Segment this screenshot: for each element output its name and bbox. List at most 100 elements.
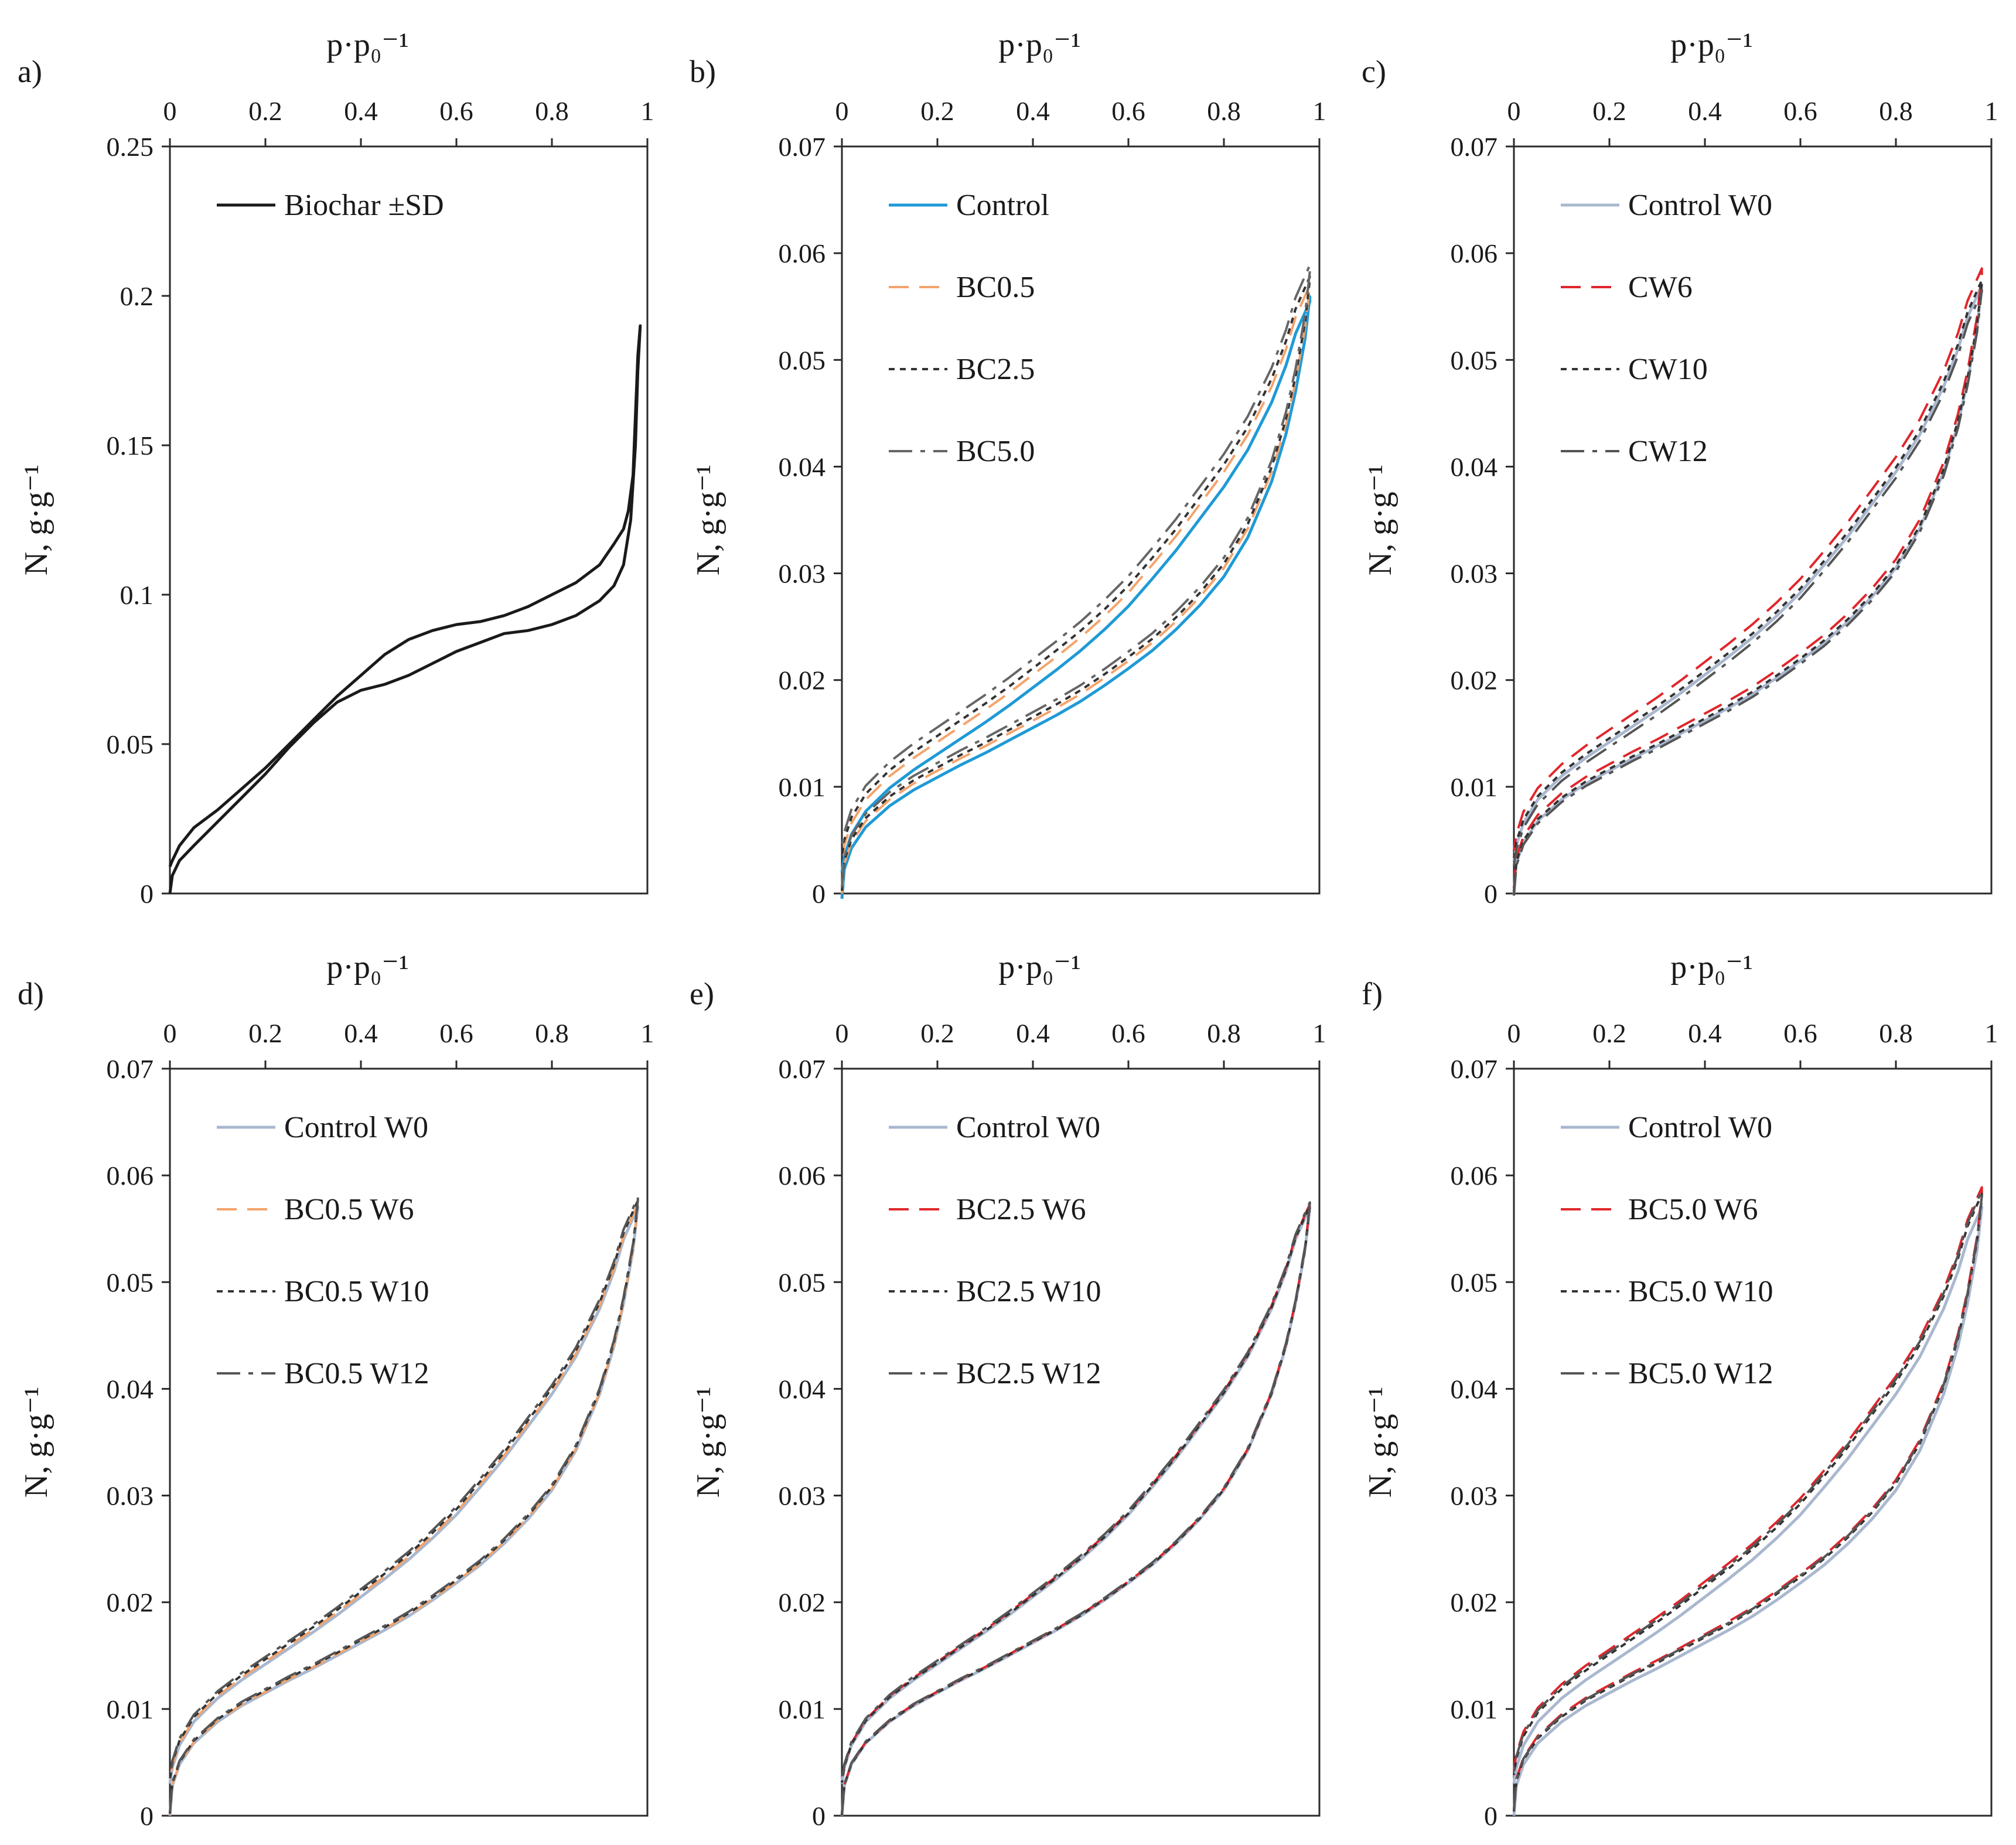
- y-tick-label: 0.04: [1451, 452, 1498, 482]
- x-axis-title: p·p₀⁻¹: [998, 949, 1081, 985]
- plot-frame: [841, 145, 1321, 895]
- legend-label: CW6: [1628, 271, 1693, 304]
- panel-f-chart: f) p·p₀⁻¹ N, g·g⁻¹ 0 0.2 0.4 0.6 0.8 1 0 0.01 0.02 0…: [1362, 949, 1998, 1831]
- x-tick-label: 1: [1313, 1018, 1326, 1048]
- series-line-biochar-sd: [168, 324, 642, 894]
- y-tick-label: 0.03: [1451, 1481, 1498, 1511]
- x-tick-label: 0.2: [920, 96, 954, 126]
- y-tick-label: 0.06: [779, 238, 826, 268]
- panel-c-chart: c) p·p₀⁻¹ N, g·g⁻¹ 0 0.2 0.4 0.6 0.8 1 0 0.01 0.02 0…: [1362, 27, 1998, 909]
- x-tick-label: 0.4: [344, 96, 378, 126]
- plot-frame: [841, 1068, 1321, 1817]
- series-line-bc0-5-w12: [169, 1196, 639, 1813]
- y-tick-label: 0: [140, 879, 153, 909]
- y-tick-label: 0.02: [779, 666, 826, 695]
- y-tick-label: 0.2: [120, 281, 154, 311]
- legend-label: BC5.0: [956, 435, 1035, 468]
- series-line-bc0-5: [841, 284, 1311, 894]
- y-tick-label: 0.04: [107, 1374, 154, 1404]
- plot-frame: [1513, 145, 1993, 895]
- legend-label: BC0.5 W10: [284, 1275, 429, 1308]
- x-tick-label: 0: [1507, 1018, 1521, 1048]
- y-tick-label: 0.07: [779, 1054, 826, 1084]
- panel-e-chart: e) p·p₀⁻¹ N, g·g⁻¹ 0 0.2 0.4 0.6 0.8 1 0 0.01 0.02 0…: [690, 949, 1326, 1831]
- y-tick-label: 0.1: [120, 580, 154, 610]
- x-tick-label: 0.4: [344, 1018, 378, 1048]
- x-tick-label: 0.8: [1207, 1018, 1241, 1048]
- legend-label: BC2.5 W12: [956, 1357, 1101, 1390]
- y-tick-label: 0.05: [107, 1267, 154, 1297]
- y-tick-label: 0.03: [1451, 559, 1498, 589]
- x-tick-label: 0.2: [248, 1018, 282, 1048]
- y-tick-label: 0: [812, 879, 825, 909]
- x-tick-label: 0.2: [920, 1018, 954, 1048]
- legend-label: CW12: [1628, 435, 1708, 468]
- x-tick-label: 0.8: [1879, 96, 1913, 126]
- legend-label: CW10: [1628, 353, 1708, 386]
- x-tick-label: 1: [1313, 96, 1326, 126]
- y-tick-label: 0.05: [779, 345, 826, 375]
- series-line-bc2-5-w12: [841, 1201, 1311, 1815]
- y-tick-label: 0.02: [1451, 1588, 1498, 1618]
- x-tick-label: 1: [641, 1018, 654, 1048]
- x-tick-label: 1: [1985, 1018, 1998, 1048]
- legend-label: BC2.5 W10: [956, 1275, 1101, 1308]
- y-axis-title: N, g·g⁻¹: [1362, 465, 1398, 575]
- x-axis-title: p·p₀⁻¹: [998, 27, 1081, 63]
- x-tick-label: 0.2: [1592, 96, 1626, 126]
- legend-label: Control W0: [284, 1111, 428, 1144]
- panel-label: f): [1362, 976, 1383, 1011]
- x-tick-label: 0.6: [1783, 96, 1817, 126]
- x-tick-label: 1: [1985, 96, 1998, 126]
- y-axis-title: N, g·g⁻¹: [690, 465, 726, 575]
- panel-b-chart: b) p·p₀⁻¹ N, g·g⁻¹ 0 0.2 0.4 0.6 0.8 1 0 0.01 0.02 0…: [690, 27, 1326, 909]
- legend-label: Control: [956, 189, 1049, 222]
- legend-label: Control W0: [1628, 1111, 1772, 1144]
- y-tick-label: 0.06: [1451, 1161, 1498, 1191]
- x-tick-label: 0: [835, 1018, 849, 1048]
- y-tick-label: 0.02: [1451, 666, 1498, 695]
- x-tick-label: 0: [1507, 96, 1521, 126]
- y-tick-label: 0.05: [779, 1267, 826, 1297]
- y-tick-label: 0.05: [1451, 345, 1498, 375]
- panel-d-chart: d) p·p₀⁻¹ N, g·g⁻¹ 0 0.2 0.4 0.6 0.8 1 0 0.01 0.02 0…: [18, 949, 654, 1831]
- panel-a-chart: a) p·p₀⁻¹ N, g·g⁻¹ 0 0.2 0.4 0.6 0.8 1 0 0.05 0.1 0.…: [18, 27, 654, 909]
- y-tick-label: 0.06: [779, 1161, 826, 1191]
- x-tick-label: 0: [163, 1018, 177, 1048]
- y-tick-label: 0.07: [107, 1054, 154, 1084]
- y-tick-label: 0.06: [107, 1161, 154, 1191]
- y-tick-label: 0.07: [779, 132, 826, 162]
- x-tick-label: 0: [163, 96, 177, 126]
- x-tick-label: 0.6: [1111, 1018, 1145, 1048]
- y-axis-title: N, g·g⁻¹: [18, 465, 54, 575]
- y-tick-label: 0.03: [779, 559, 826, 589]
- x-tick-label: 0.6: [1783, 1018, 1817, 1048]
- y-tick-label: 0: [1484, 879, 1497, 909]
- y-tick-label: 0.04: [779, 1374, 826, 1404]
- legend-label: BC2.5 W6: [956, 1193, 1086, 1226]
- y-tick-label: 0.01: [1451, 772, 1498, 802]
- x-axis-title: p·p₀⁻¹: [326, 27, 409, 63]
- plot-frame: [169, 1068, 649, 1817]
- x-tick-label: 0.8: [535, 1018, 569, 1048]
- y-tick-label: 0.05: [107, 729, 154, 759]
- y-tick-label: 0.15: [107, 431, 154, 461]
- y-tick-label: 0.01: [1451, 1694, 1498, 1724]
- legend-label: Control W0: [956, 1111, 1100, 1144]
- x-tick-label: 0.4: [1688, 1018, 1722, 1048]
- y-tick-label: 0.03: [107, 1481, 154, 1511]
- legend-label: BC5.0 W6: [1628, 1193, 1758, 1226]
- series-line-bc5-0-w6: [1513, 1186, 1983, 1810]
- x-tick-label: 0.6: [439, 1018, 473, 1048]
- x-tick-label: 1: [641, 96, 654, 126]
- y-tick-label: 0.25: [107, 132, 154, 162]
- x-tick-label: 0: [835, 96, 849, 126]
- y-tick-label: 0: [812, 1801, 825, 1831]
- series-line-cw10: [1513, 279, 1983, 892]
- series-line-bc0-5-w6: [169, 1203, 639, 1815]
- y-tick-label: 0: [140, 1801, 153, 1831]
- x-tick-label: 0.2: [1592, 1018, 1626, 1048]
- panel-label: e): [690, 976, 714, 1011]
- legend-label: Control W0: [1628, 189, 1772, 222]
